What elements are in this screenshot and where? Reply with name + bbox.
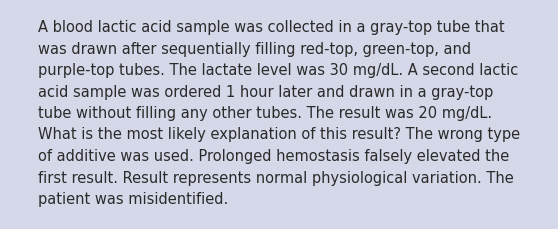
- Text: purple-top tubes. The lactate level was 30 mg/dL. A second lactic: purple-top tubes. The lactate level was …: [38, 63, 518, 78]
- Text: What is the most likely explanation of this result? The wrong type: What is the most likely explanation of t…: [38, 127, 520, 142]
- Text: acid sample was ordered 1 hour later and drawn in a gray-top: acid sample was ordered 1 hour later and…: [38, 84, 493, 99]
- Text: tube without filling any other tubes. The result was 20 mg/dL.: tube without filling any other tubes. Th…: [38, 106, 492, 120]
- Text: A blood lactic acid sample was collected in a gray-top tube that: A blood lactic acid sample was collected…: [38, 20, 504, 35]
- Text: first result. Result represents normal physiological variation. The: first result. Result represents normal p…: [38, 170, 514, 185]
- Text: patient was misidentified.: patient was misidentified.: [38, 191, 228, 206]
- Text: was drawn after sequentially filling red-top, green-top, and: was drawn after sequentially filling red…: [38, 41, 471, 56]
- Text: of additive was used. Prolonged hemostasis falsely elevated the: of additive was used. Prolonged hemostas…: [38, 148, 509, 163]
